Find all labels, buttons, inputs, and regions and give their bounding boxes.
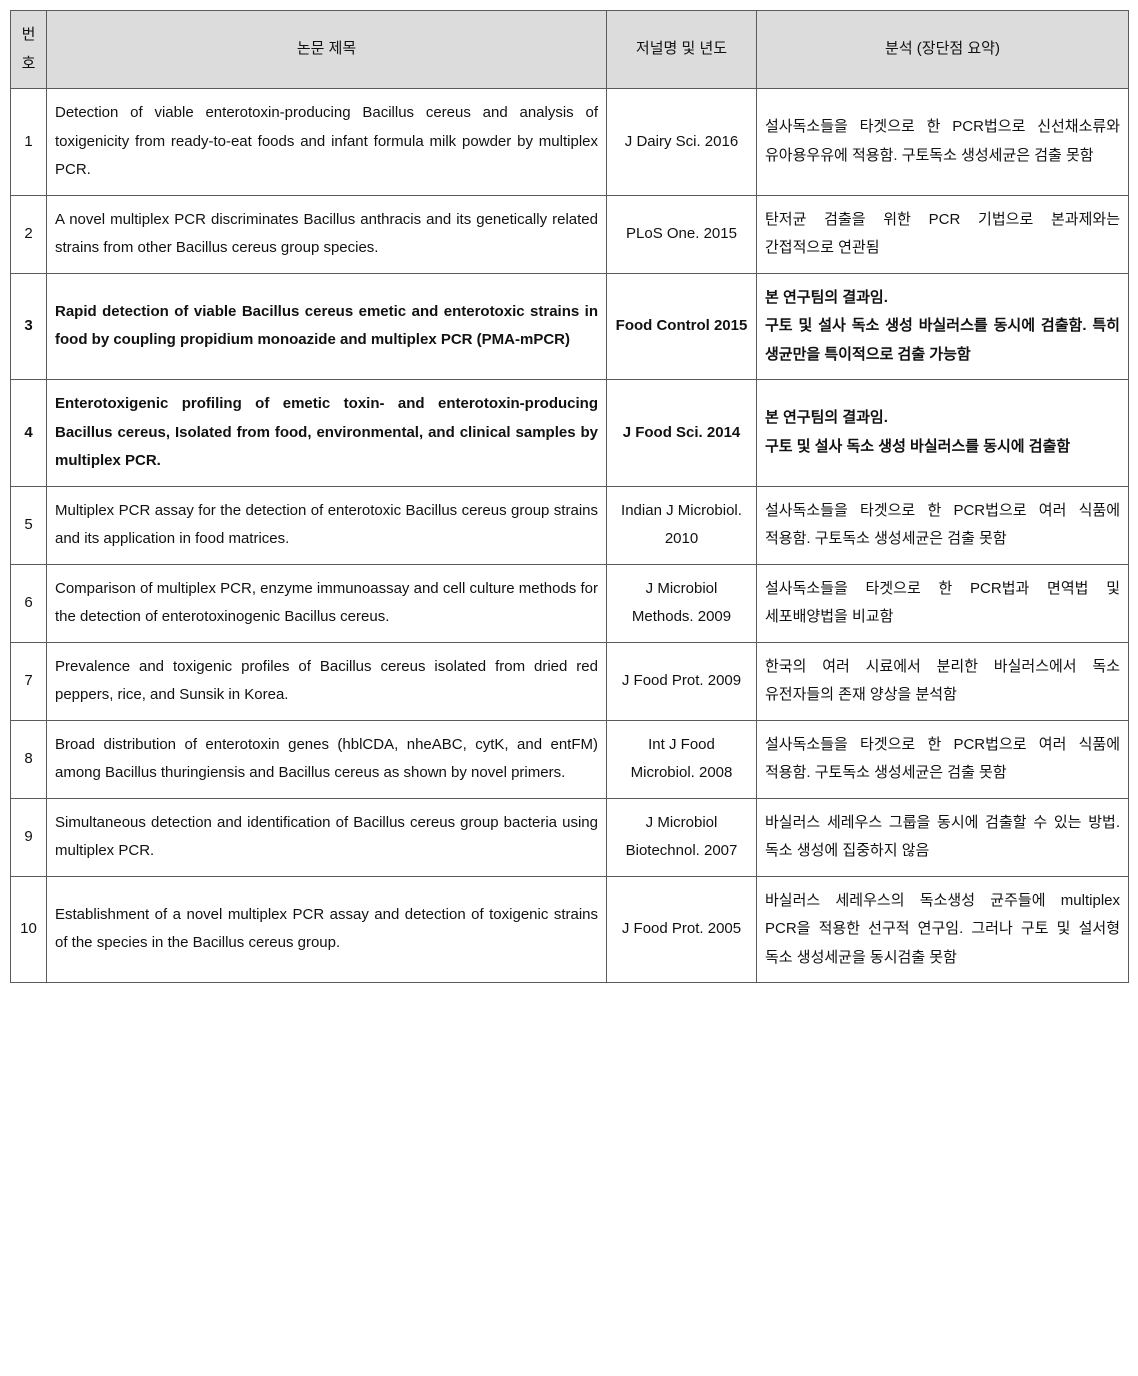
col-header-analysis: 분석 (장단점 요약) <box>757 11 1129 89</box>
cell-num: 8 <box>11 720 47 798</box>
cell-num: 4 <box>11 380 47 487</box>
cell-journal: Food Control 2015 <box>607 273 757 380</box>
cell-analysis: 본 연구팀의 결과임.구토 및 설사 독소 생성 바실러스를 동시에 검출함. … <box>757 273 1129 380</box>
table-header: 번호 논문 제목 저널명 및 년도 분석 (장단점 요약) <box>11 11 1129 89</box>
cell-analysis: 설사독소들을 타겟으로 한 PCR법으로 여러 식품에 적용함. 구토독소 생성… <box>757 720 1129 798</box>
cell-analysis: 바실러스 세레우스 그룹을 동시에 검출할 수 있는 방법. 독소 생성에 집중… <box>757 798 1129 876</box>
cell-num: 7 <box>11 642 47 720</box>
cell-num: 3 <box>11 273 47 380</box>
table-row: 2A novel multiplex PCR discriminates Bac… <box>11 195 1129 273</box>
table-row: 1Detection of viable enterotoxin-produci… <box>11 89 1129 196</box>
table-row: 4Enterotoxigenic profiling of emetic tox… <box>11 380 1129 487</box>
cell-num: 6 <box>11 564 47 642</box>
cell-journal: J Food Prot. 2005 <box>607 876 757 983</box>
cell-journal: J Microbiol Methods. 2009 <box>607 564 757 642</box>
cell-analysis: 한국의 여러 시료에서 분리한 바실러스에서 독소 유전자들의 존재 양상을 분… <box>757 642 1129 720</box>
cell-title: Comparison of multiplex PCR, enzyme immu… <box>47 564 607 642</box>
col-header-num: 번호 <box>11 11 47 89</box>
cell-title: Prevalence and toxigenic profiles of Bac… <box>47 642 607 720</box>
cell-journal: Int J Food Microbiol. 2008 <box>607 720 757 798</box>
cell-num: 10 <box>11 876 47 983</box>
table-row: 9Simultaneous detection and identificati… <box>11 798 1129 876</box>
cell-num: 9 <box>11 798 47 876</box>
table-row: 10Establishment of a novel multiplex PCR… <box>11 876 1129 983</box>
papers-table: 번호 논문 제목 저널명 및 년도 분석 (장단점 요약) 1Detection… <box>10 10 1129 983</box>
cell-title: Enterotoxigenic profiling of emetic toxi… <box>47 380 607 487</box>
cell-num: 2 <box>11 195 47 273</box>
cell-title: Establishment of a novel multiplex PCR a… <box>47 876 607 983</box>
cell-title: Simultaneous detection and identificatio… <box>47 798 607 876</box>
cell-title: Detection of viable enterotoxin-producin… <box>47 89 607 196</box>
cell-analysis: 설사독소들을 타겟으로 한 PCR법과 면역법 및 세포배양법을 비교함 <box>757 564 1129 642</box>
cell-journal: J Food Prot. 2009 <box>607 642 757 720</box>
table-row: 5Multiplex PCR assay for the detection o… <box>11 486 1129 564</box>
table-row: 7Prevalence and toxigenic profiles of Ba… <box>11 642 1129 720</box>
table-row: 6Comparison of multiplex PCR, enzyme imm… <box>11 564 1129 642</box>
cell-title: Broad distribution of enterotoxin genes … <box>47 720 607 798</box>
cell-num: 1 <box>11 89 47 196</box>
cell-title: Multiplex PCR assay for the detection of… <box>47 486 607 564</box>
cell-journal: J Food Sci. 2014 <box>607 380 757 487</box>
cell-journal: PLoS One. 2015 <box>607 195 757 273</box>
cell-journal: J Dairy Sci. 2016 <box>607 89 757 196</box>
table-row: 8Broad distribution of enterotoxin genes… <box>11 720 1129 798</box>
col-header-journal: 저널명 및 년도 <box>607 11 757 89</box>
cell-journal: J Microbiol Biotechnol. 2007 <box>607 798 757 876</box>
cell-title: A novel multiplex PCR discriminates Baci… <box>47 195 607 273</box>
cell-title: Rapid detection of viable Bacillus cereu… <box>47 273 607 380</box>
cell-analysis: 설사독소들을 타겟으로 한 PCR법으로 신선채소류와 유아용우유에 적용함. … <box>757 89 1129 196</box>
cell-analysis: 바실러스 세레우스의 독소생성 균주들에 multiplex PCR을 적용한 … <box>757 876 1129 983</box>
cell-num: 5 <box>11 486 47 564</box>
cell-journal: Indian J Microbiol. 2010 <box>607 486 757 564</box>
cell-analysis: 설사독소들을 타겟으로 한 PCR법으로 여러 식품에 적용함. 구토독소 생성… <box>757 486 1129 564</box>
cell-analysis: 탄저균 검출을 위한 PCR 기법으로 본과제와는 간접적으로 연관됨 <box>757 195 1129 273</box>
table-row: 3Rapid detection of viable Bacillus cere… <box>11 273 1129 380</box>
cell-analysis: 본 연구팀의 결과임.구토 및 설사 독소 생성 바실러스를 동시에 검출함 <box>757 380 1129 487</box>
table-body: 1Detection of viable enterotoxin-produci… <box>11 89 1129 983</box>
col-header-title: 논문 제목 <box>47 11 607 89</box>
